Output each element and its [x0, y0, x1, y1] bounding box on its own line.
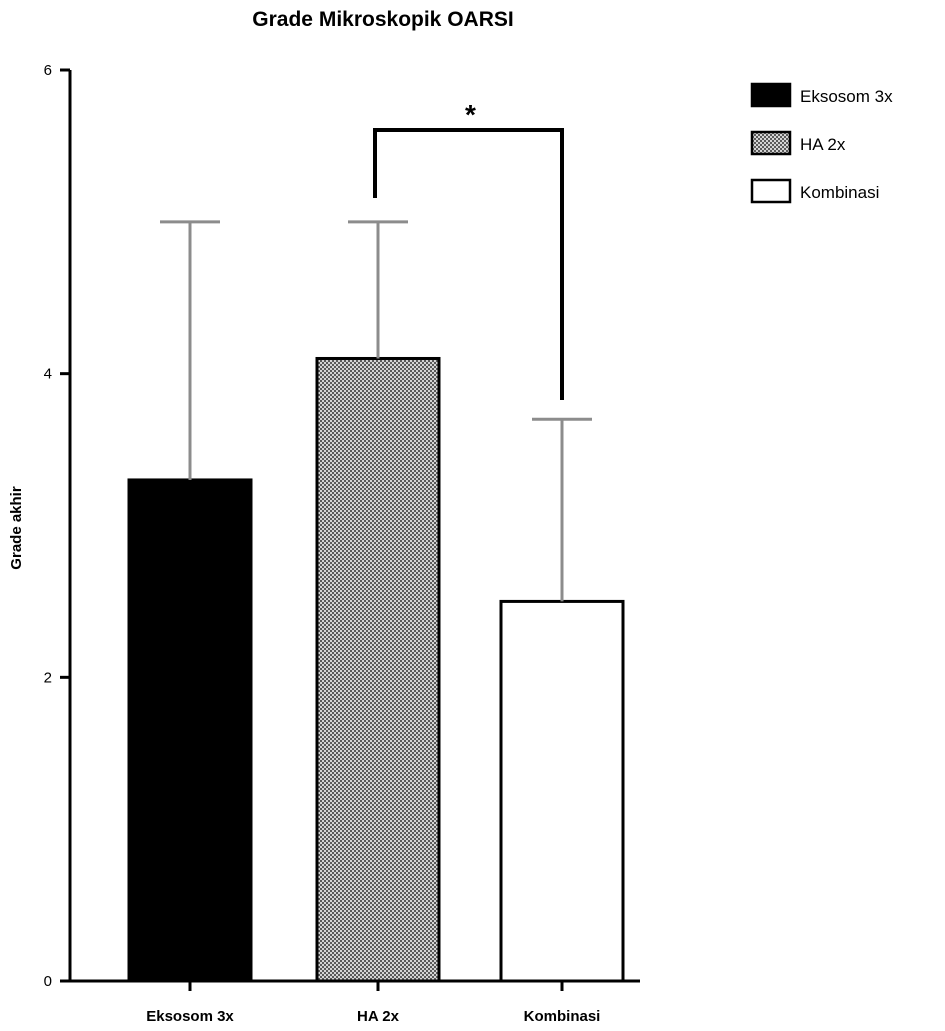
- y-axis-label: Grade akhir: [8, 486, 25, 570]
- legend-label: Eksosom 3x: [800, 87, 893, 106]
- x-tick-label: Eksosom 3x: [146, 1008, 234, 1025]
- x-tick-label: HA 2x: [357, 1008, 400, 1025]
- legend-label: Kombinasi: [800, 183, 879, 202]
- significance-marker: *: [465, 99, 476, 130]
- y-tick-label: 4: [44, 366, 52, 383]
- bars: [127, 356, 625, 983]
- legend-label: HA 2x: [800, 135, 846, 154]
- significance-bracket: *: [373, 99, 564, 400]
- bar-kombinasi: [499, 599, 625, 983]
- x-tick-label: Kombinasi: [524, 1008, 601, 1025]
- x-axis: Eksosom 3x HA 2x Kombinasi: [70, 979, 640, 1025]
- legend: Eksosom 3x HA 2x Kombinasi: [750, 82, 893, 204]
- legend-swatch: [750, 130, 792, 156]
- y-tick-label: 6: [44, 62, 52, 79]
- y-tick-label: 0: [44, 973, 52, 990]
- error-bars: [160, 220, 592, 602]
- legend-swatch: [750, 178, 792, 204]
- significance-bracket-line: [373, 128, 564, 400]
- chart-title: Grade Mikroskopik OARSI: [252, 8, 513, 31]
- y-tick-label: 2: [44, 669, 52, 686]
- y-axis: 0 2 4 6: [44, 62, 72, 990]
- bar-ha-2x: [315, 356, 441, 983]
- legend-swatch: [750, 82, 792, 108]
- bar-eksosom-3x: [127, 478, 253, 983]
